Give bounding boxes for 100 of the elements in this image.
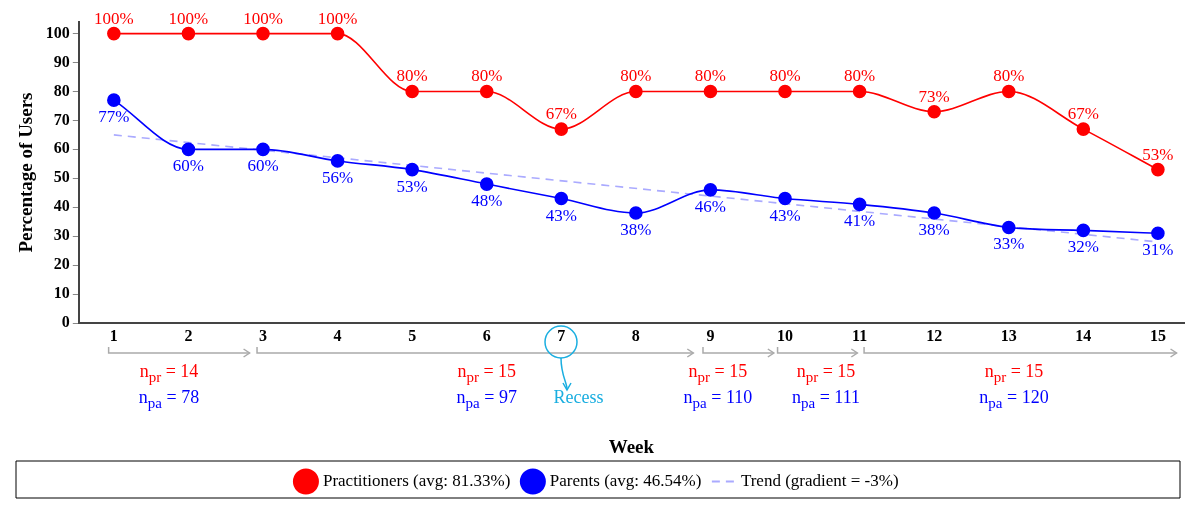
text: n$_{pa}$ = 97 — [456, 387, 517, 412]
y-axis-title: Percentage of Users — [15, 92, 37, 253]
x-tick-label: 13 — [1000, 326, 1017, 344]
data-label: 80% — [769, 66, 801, 86]
legend-label: Trend (gradient = -3%) — [740, 470, 899, 490]
data-label: 77% — [98, 107, 130, 127]
point — [1001, 84, 1016, 99]
x-tick-label: 5 — [408, 326, 417, 344]
point — [1151, 162, 1165, 177]
point — [927, 104, 941, 119]
y-tick-label: 0 — [61, 313, 70, 331]
text: n$_{pa}$ = 111 — [792, 387, 861, 412]
point — [927, 206, 941, 220]
text: n$_{pa}$ = 78 — [138, 387, 200, 412]
x-tick-label: 10 — [777, 326, 794, 344]
y-tick-label: 20 — [53, 255, 70, 273]
data-label: 100% — [317, 8, 358, 28]
data-label: 80% — [396, 66, 428, 86]
text: n$_{pa}$ = 120 — [979, 387, 1049, 412]
y-tick-label: 80 — [53, 81, 70, 99]
legend-label: Parents (avg: 46.54%) — [549, 470, 702, 490]
x-tick-label: 12 — [926, 326, 943, 344]
point — [330, 154, 345, 168]
y-tick-label: 70 — [53, 110, 70, 128]
text: Recess — [553, 387, 604, 408]
data-label: 53% — [396, 176, 428, 196]
data-label: 100% — [168, 8, 209, 28]
data-label: 56% — [321, 167, 354, 187]
point — [703, 183, 718, 197]
data-label: 73% — [918, 86, 950, 106]
data-label: 67% — [1067, 104, 1099, 124]
data-label: 100% — [94, 8, 134, 28]
point — [1076, 223, 1091, 238]
data-label: 67% — [545, 104, 577, 124]
point — [405, 162, 419, 177]
point — [330, 26, 345, 41]
point — [778, 191, 792, 206]
y-tick-label: 10 — [53, 284, 70, 302]
data-label: 31% — [1142, 240, 1174, 260]
data-label: 38% — [918, 219, 950, 239]
point — [852, 197, 867, 212]
x-tick-label: 2 — [184, 326, 193, 344]
x-tick-label: 1 — [109, 326, 118, 344]
data-label: 100% — [243, 8, 283, 28]
point — [1151, 226, 1165, 241]
point — [479, 84, 494, 99]
x-tick-label: 15 — [1149, 326, 1166, 344]
data-label: 80% — [471, 66, 503, 86]
point — [256, 26, 270, 41]
x-axis-title: Week — [608, 435, 655, 457]
point — [1001, 220, 1016, 235]
point — [629, 84, 643, 99]
point — [107, 93, 121, 107]
data-label: 48% — [471, 191, 503, 211]
legend-label: Practitioners (avg: 81.33%) — [322, 470, 511, 490]
y-tick-label: 60 — [53, 139, 70, 157]
data-label: 80% — [844, 66, 876, 86]
text: n$_{pa}$ = 110 — [683, 387, 753, 412]
data-label: 46% — [694, 196, 727, 216]
y-tick-label: 50 — [53, 168, 70, 186]
point — [107, 26, 121, 41]
y-tick-label: 30 — [53, 226, 70, 244]
data-label: 43% — [769, 205, 801, 225]
data-label: 60% — [247, 156, 279, 176]
text: n$_{pr}$ = 15 — [984, 361, 1044, 386]
data-label: 43% — [545, 205, 577, 225]
x-tick-label: 11 — [852, 326, 868, 344]
point — [852, 84, 867, 99]
x-tick-label: 6 — [482, 326, 491, 344]
data-label: 41% — [844, 211, 876, 231]
x-tick-label: 9 — [706, 326, 715, 344]
text: n$_{pr}$ = 15 — [796, 361, 856, 386]
point — [405, 84, 419, 99]
data-label: 33% — [993, 234, 1025, 254]
data-label: 53% — [1142, 144, 1174, 164]
point — [1076, 122, 1091, 136]
point — [181, 26, 196, 41]
point — [181, 142, 196, 157]
x-tick-label: 8 — [631, 326, 640, 344]
x-tick-label: 7 — [557, 326, 566, 344]
point — [479, 177, 494, 191]
x-tick-label: 3 — [259, 326, 267, 344]
point — [778, 84, 792, 99]
y-tick-label: 90 — [53, 52, 70, 70]
y-tick-label: 40 — [53, 197, 70, 215]
data-label: 38% — [620, 219, 652, 239]
data-label: 32% — [1067, 237, 1099, 257]
point — [256, 142, 270, 157]
data-label: 80% — [620, 66, 652, 86]
point — [703, 84, 718, 99]
text: n$_{pr}$ = 15 — [688, 361, 748, 386]
data-label: 80% — [694, 66, 727, 86]
data-label: 60% — [172, 156, 205, 176]
x-tick-label: 4 — [333, 326, 342, 344]
y-tick-label: 100 — [45, 23, 70, 41]
text: n$_{pr}$ = 15 — [457, 361, 517, 386]
point — [554, 191, 569, 206]
data-label: 80% — [993, 66, 1025, 86]
x-tick-label: 14 — [1075, 326, 1092, 344]
text: n$_{pr}$ = 14 — [139, 361, 199, 386]
